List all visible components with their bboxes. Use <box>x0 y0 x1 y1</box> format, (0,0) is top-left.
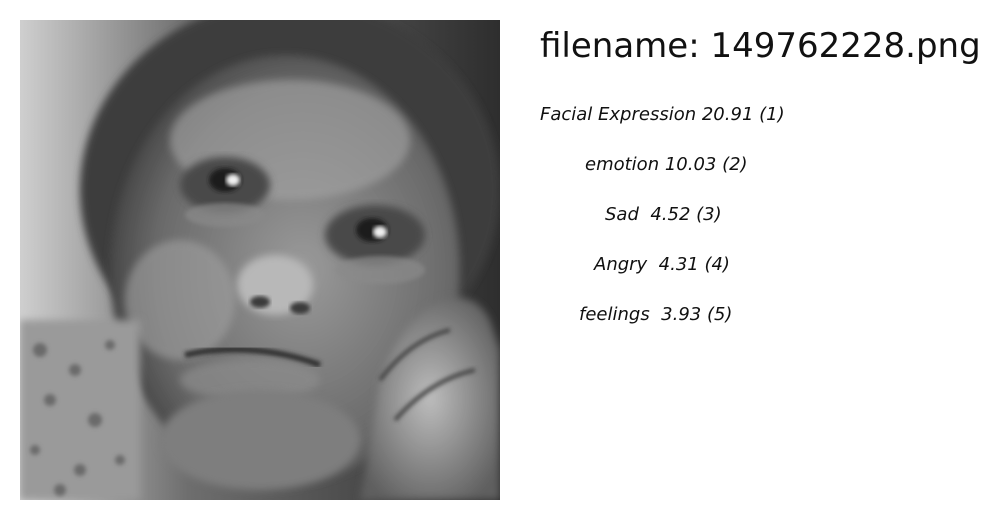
label-item: Facial Expression 20.91 (1) <box>540 104 785 125</box>
face-photo <box>20 20 500 500</box>
label-list: Facial Expression 20.91 (1) emotion 10.0… <box>540 100 980 360</box>
label-item: Angry 4.31 (4) <box>594 254 730 275</box>
label-item: Sad 4.52 (3) <box>605 204 722 225</box>
filename-title: filename: 149762228.png <box>540 26 981 66</box>
label-item: emotion 10.03 (2) <box>585 154 748 175</box>
label-item: feelings 3.93 (5) <box>579 304 733 325</box>
